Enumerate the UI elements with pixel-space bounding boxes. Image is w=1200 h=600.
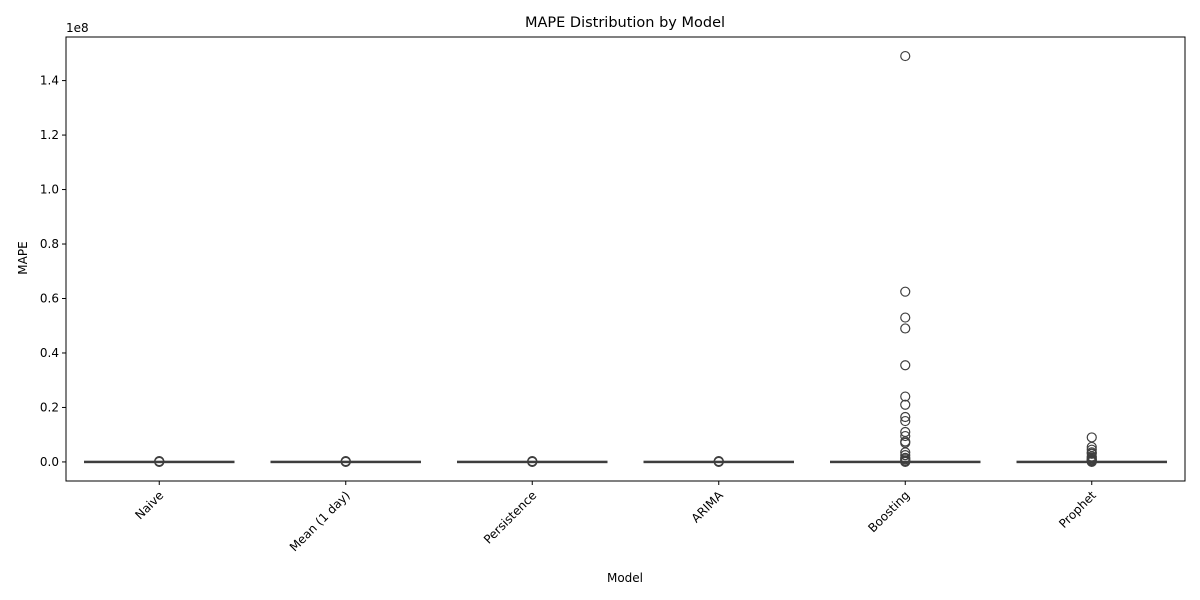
outlier-point (900, 391, 911, 402)
outlier-point (900, 430, 911, 442)
outlier-point (1086, 432, 1097, 443)
outlier-point (154, 456, 165, 467)
outlier-point (900, 399, 911, 410)
plot-area (84, 50, 1168, 468)
box-arima (643, 456, 795, 468)
outlier-point (900, 323, 911, 334)
x-axis-label: Model (607, 571, 643, 585)
x-tick-label: Naive (132, 488, 166, 522)
x-tick-label: ARIMA (689, 488, 727, 526)
outlier-point (900, 456, 911, 468)
chart-title: MAPE Distribution by Model (525, 15, 725, 31)
outlier-point (1086, 456, 1097, 468)
outlier-point (900, 286, 911, 297)
y-tick-label: 0.2 (40, 400, 59, 414)
axes-frame (65, 36, 1186, 482)
outlier-point (713, 456, 724, 467)
x-tick-label: Mean (1 day) (287, 488, 353, 554)
outlier-point (900, 411, 911, 423)
y-tick-label: 0.6 (40, 291, 59, 305)
outlier-point (900, 415, 911, 427)
box-persistence (456, 456, 608, 468)
y-axis-label: MAPE (16, 241, 30, 274)
x-tick-label: Prophet (1056, 488, 1099, 531)
outlier-point (340, 456, 351, 467)
outlier-point (900, 50, 911, 62)
box-naive (84, 456, 235, 468)
y-tick-label: 0.8 (40, 237, 59, 251)
outlier-point (527, 456, 538, 467)
y-tick-label: 1.0 (40, 183, 59, 197)
box-prophet (1016, 432, 1168, 468)
y-tick-label: 0.0 (40, 455, 59, 469)
outlier-point (900, 450, 911, 461)
outlier-point (900, 312, 911, 323)
outlier-point (1086, 448, 1097, 459)
y-tick-label: 0.4 (40, 346, 59, 360)
x-tick-label: Boosting (865, 488, 912, 535)
box-boosting (830, 50, 981, 468)
box-mean-1-day (270, 456, 421, 468)
x-tick-label: Persistence (481, 488, 539, 546)
y-tick-label: 1.2 (40, 128, 59, 142)
y-scale-offset-label: 1e8 (66, 21, 89, 35)
outlier-point (900, 360, 911, 371)
y-tick-label: 1.4 (40, 74, 59, 88)
